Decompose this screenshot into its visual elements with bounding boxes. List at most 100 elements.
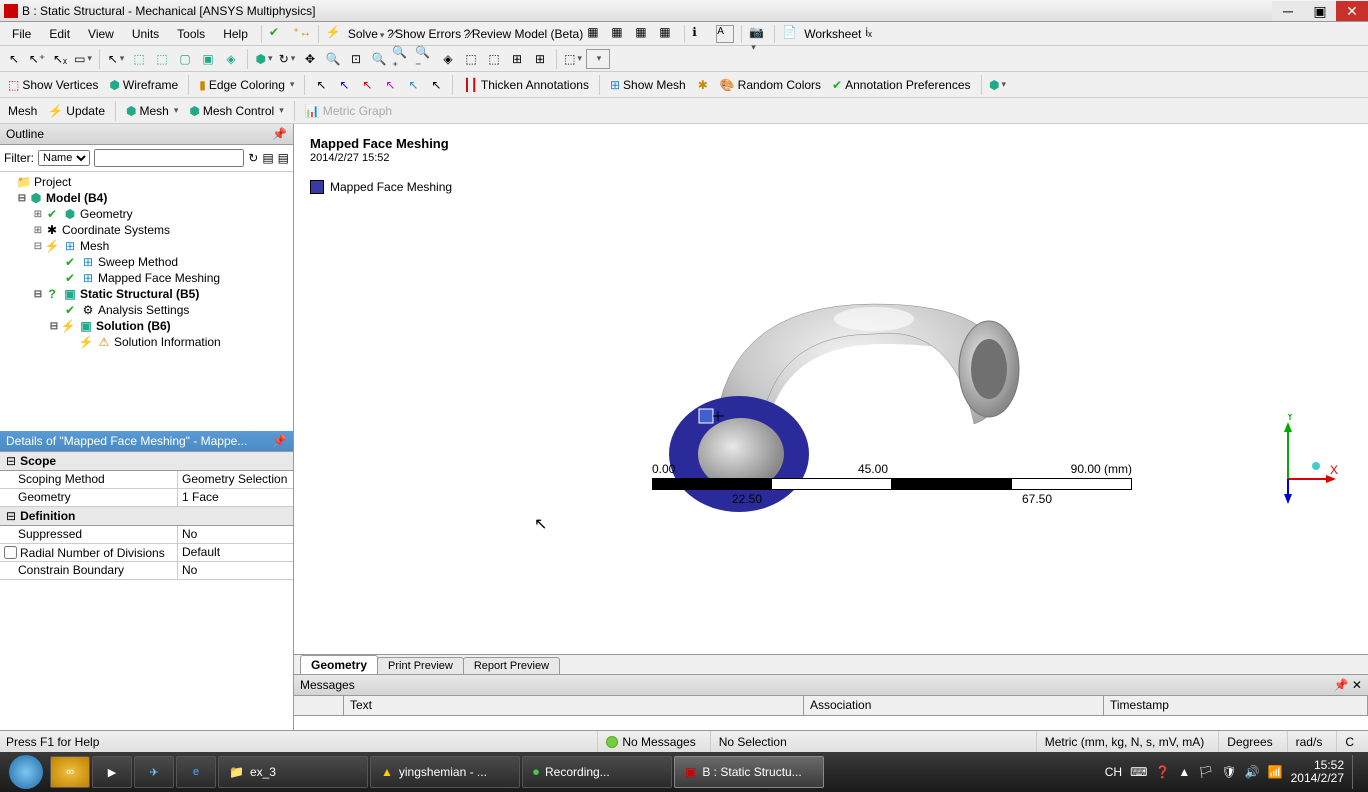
tb-icon-3[interactable]: ▦ (635, 25, 653, 43)
e4-icon[interactable]: ↖ (380, 75, 400, 95)
view1-icon[interactable]: ⬚ (461, 49, 481, 69)
messages-pin-icon[interactable]: 📌 ✕ (1334, 678, 1362, 692)
tb-icon-1[interactable]: ▦ (587, 25, 605, 43)
task-yingshemian[interactable]: ▲yingshemian - ... (370, 756, 520, 788)
view3-icon[interactable]: ⊞ (507, 49, 527, 69)
menu-units[interactable]: Units (124, 25, 167, 43)
zoom-in-icon[interactable]: 🔍⁺ (392, 49, 412, 69)
col-assoc[interactable]: Association (804, 696, 1104, 715)
show-errors-button[interactable]: ?⁄Show Errors (386, 27, 461, 41)
menu-file[interactable]: File (4, 25, 39, 43)
e2-icon[interactable]: ↖ (334, 75, 354, 95)
tray-icon-4[interactable]: 🏳 (1198, 765, 1213, 779)
close-button[interactable]: ✕ (1336, 1, 1368, 21)
tree-model[interactable]: ⊟⬢Model (B4) (0, 190, 293, 206)
box-icon[interactable]: ⬢ (254, 49, 274, 69)
e5-icon[interactable]: ↖ (403, 75, 423, 95)
solve-button[interactable]: Solve (348, 27, 385, 41)
row-geometry[interactable]: Geometry1 Face (0, 489, 293, 507)
tray-icon-3[interactable]: ▲ (1178, 765, 1190, 779)
section-definition[interactable]: ⊟Definition (0, 507, 293, 526)
filter-btn3-icon[interactable]: ▤ (278, 151, 289, 165)
filter-btn1-icon[interactable]: ↻ (248, 151, 258, 165)
cube-icon[interactable]: ⬢ (988, 75, 1008, 95)
view4-icon[interactable]: ⊞ (530, 49, 550, 69)
zoom-fit-icon[interactable]: ⊡ (346, 49, 366, 69)
system-tray[interactable]: CH ⌨ ❓ ▲ 🏳 🛡 🔊 📶 15:52 2014/2/27 (1105, 755, 1364, 789)
thicken-button[interactable]: ┃┃Thicken Annotations (459, 78, 593, 92)
tray-icon-5[interactable]: 🛡 (1221, 765, 1236, 779)
show-desktop-button[interactable] (1352, 755, 1360, 789)
task-recording[interactable]: ⏺Recording... (522, 756, 672, 788)
cursor-icon[interactable]: ↖ (4, 49, 24, 69)
cursor2-icon[interactable]: ↖⁺ (27, 49, 47, 69)
zoom-box-icon[interactable]: 🔍 (369, 49, 389, 69)
pinned-app-3[interactable]: ✈ (134, 756, 174, 788)
pinned-app-4[interactable]: e (176, 756, 216, 788)
row-constrain[interactable]: Constrain BoundaryNo (0, 562, 293, 580)
menu-tools[interactable]: Tools (169, 25, 213, 43)
radial-checkbox[interactable] (4, 546, 17, 559)
info-icon[interactable]: iₓ (865, 25, 883, 43)
text-icon[interactable]: ℹ (692, 25, 710, 43)
tree-solution[interactable]: ⊟⚡▣Solution (B6) (0, 318, 293, 334)
select-mode-icon[interactable]: ▭ (73, 49, 93, 69)
start-button[interactable] (4, 755, 48, 789)
task-ex3[interactable]: 📁ex_3 (218, 756, 368, 788)
filter-btn2-icon[interactable]: ▤ (262, 151, 273, 165)
task-ansys[interactable]: ▣B : Static Structu... (674, 756, 824, 788)
anno-prefs-button[interactable]: ✔Annotation Preferences (828, 78, 974, 92)
tree-project[interactable]: 📁Project (0, 174, 293, 190)
worksheet-button[interactable]: Worksheet (804, 27, 861, 41)
filter-type-select[interactable]: Name (38, 150, 90, 166)
metric-graph-button[interactable]: 📊Metric Graph (301, 104, 396, 118)
filter-input[interactable] (94, 149, 244, 167)
tree-mesh[interactable]: ⊟⚡⊞Mesh (0, 238, 293, 254)
show-vertices-button[interactable]: ⬚Show Vertices (4, 78, 102, 92)
random-colors-button[interactable]: 🎨Random Colors (716, 78, 825, 92)
tray-icon-1[interactable]: ⌨ (1130, 765, 1147, 779)
body-icon[interactable]: ▣ (198, 49, 218, 69)
wireframe-button[interactable]: ⬢Wireframe (105, 78, 182, 92)
maximize-button[interactable]: ▣ (1304, 1, 1336, 21)
tree-static[interactable]: ⊟?▣Static Structural (B5) (0, 286, 293, 302)
section-scope[interactable]: ⊟Scope (0, 452, 293, 471)
tree-mapped[interactable]: ✔⊞Mapped Face Meshing (0, 270, 293, 286)
e1-icon[interactable]: ↖ (311, 75, 331, 95)
tb-icon-4[interactable]: ▦ (659, 25, 677, 43)
face-icon[interactable]: ▢ (175, 49, 195, 69)
view2-icon[interactable]: ⬚ (484, 49, 504, 69)
zoom-out-icon[interactable]: 🔍⁻ (415, 49, 435, 69)
mesh-dropdown[interactable]: ⬢Mesh (122, 104, 182, 118)
body2-icon[interactable]: ◈ (221, 49, 241, 69)
mesh-control-dropdown[interactable]: ⬢Mesh Control (185, 104, 287, 118)
cursor3-icon[interactable]: ↖ₓ (50, 49, 70, 69)
check-icon[interactable]: ✔ (269, 25, 287, 43)
e6-icon[interactable]: ↖ (426, 75, 446, 95)
status-no-messages[interactable]: No Messages (597, 731, 703, 752)
tab-report-preview[interactable]: Report Preview (463, 657, 560, 674)
tab-print-preview[interactable]: Print Preview (377, 657, 464, 674)
row-suppressed[interactable]: SuppressedNo (0, 526, 293, 544)
col-text[interactable]: Text (344, 696, 804, 715)
e3-icon[interactable]: ↖ (357, 75, 377, 95)
tray-clock[interactable]: 15:52 2014/2/27 (1291, 759, 1344, 785)
tray-volume-icon[interactable]: 🔊 (1245, 765, 1260, 779)
review-model-button[interactable]: ?⁄Review Model (Beta) (463, 27, 583, 41)
edge-coloring-button[interactable]: ▮Edge Coloring (195, 78, 298, 92)
blank-icon[interactable] (586, 49, 610, 69)
tree-solinfo[interactable]: ⚡⚠Solution Information (0, 334, 293, 350)
pinned-app-1[interactable]: ∞ (50, 756, 90, 788)
color-icon[interactable]: ⬚ (563, 49, 583, 69)
tree-analysis[interactable]: ✔⚙Analysis Settings (0, 302, 293, 318)
menu-view[interactable]: View (80, 25, 122, 43)
iso-icon[interactable]: ◈ (438, 49, 458, 69)
pinned-app-2[interactable]: ▶ (92, 756, 132, 788)
mesh-icon[interactable]: ✱ (693, 75, 713, 95)
pin-icon[interactable]: 📌 (272, 127, 287, 141)
menu-edit[interactable]: Edit (41, 25, 78, 43)
tree-coord[interactable]: ⊞✱Coordinate Systems (0, 222, 293, 238)
show-mesh-button[interactable]: ⊞Show Mesh (606, 78, 690, 92)
tree-geometry[interactable]: ⊞✔⬢Geometry (0, 206, 293, 222)
edge-icon[interactable]: ⬚ (152, 49, 172, 69)
